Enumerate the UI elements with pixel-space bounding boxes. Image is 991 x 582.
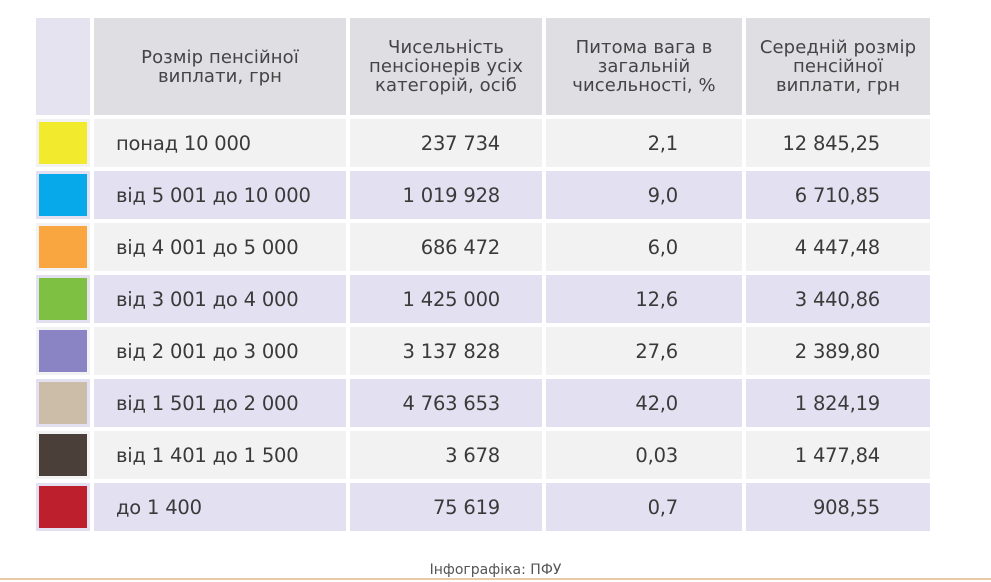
row-count: 3 137 828: [350, 327, 546, 379]
row-count: 237 734: [350, 119, 546, 171]
row-range: понад 10 000: [94, 119, 350, 171]
color-swatch: [39, 330, 87, 372]
row-avg: 1 824,19: [746, 379, 934, 431]
row-share: 0,7: [546, 483, 746, 535]
color-swatch: [39, 226, 87, 268]
row-range: від 1 401 до 1 500: [94, 431, 350, 483]
row-count: 4 763 653: [350, 379, 546, 431]
row-share: 0,03: [546, 431, 746, 483]
row-swatch-cell: [36, 431, 94, 483]
row-share: 12,6: [546, 275, 746, 327]
color-swatch: [39, 278, 87, 320]
row-swatch-cell: [36, 327, 94, 379]
color-swatch: [39, 122, 87, 164]
row-share: 42,0: [546, 379, 746, 431]
row-count: 686 472: [350, 223, 546, 275]
row-avg: 3 440,86: [746, 275, 934, 327]
color-swatch: [39, 382, 87, 424]
row-share: 2,1: [546, 119, 746, 171]
row-count: 1 425 000: [350, 275, 546, 327]
row-avg: 908,55: [746, 483, 934, 535]
row-swatch-cell: [36, 119, 94, 171]
row-count: 1 019 928: [350, 171, 546, 223]
row-range: від 5 001 до 10 000: [94, 171, 350, 223]
row-avg: 1 477,84: [746, 431, 934, 483]
pension-table: Розмір пенсійної виплати, грн Чисельніст…: [36, 18, 934, 535]
footer-divider: [0, 578, 991, 580]
row-avg: 2 389,80: [746, 327, 934, 379]
row-range: до 1 400: [94, 483, 350, 535]
header-avg: Середній розмір пенсійної виплати, грн: [746, 18, 934, 119]
row-count: 75 619: [350, 483, 546, 535]
row-avg: 4 447,48: [746, 223, 934, 275]
header-swatch-column: [36, 18, 94, 119]
color-swatch: [39, 486, 87, 528]
row-share: 9,0: [546, 171, 746, 223]
image-credit: Інфографіка: ПФУ: [0, 562, 991, 578]
row-avg: 12 845,25: [746, 119, 934, 171]
row-share: 27,6: [546, 327, 746, 379]
row-swatch-cell: [36, 483, 94, 535]
row-swatch-cell: [36, 171, 94, 223]
header-range: Розмір пенсійної виплати, грн: [94, 18, 350, 119]
credit-text: Інфографіка: ПФУ: [423, 562, 568, 578]
row-range: від 4 001 до 5 000: [94, 223, 350, 275]
color-swatch: [39, 434, 87, 476]
header-count: Чисельність пенсіонерів усіх категорій, …: [350, 18, 546, 119]
row-range: від 1 501 до 2 000: [94, 379, 350, 431]
row-swatch-cell: [36, 275, 94, 327]
row-avg: 6 710,85: [746, 171, 934, 223]
row-range: від 2 001 до 3 000: [94, 327, 350, 379]
color-swatch: [39, 174, 87, 216]
row-range: від 3 001 до 4 000: [94, 275, 350, 327]
footer: Інфографіка: ПФУ: [0, 560, 991, 582]
header-share: Питома вага в загальній чисельності, %: [546, 18, 746, 119]
row-swatch-cell: [36, 379, 94, 431]
row-share: 6,0: [546, 223, 746, 275]
row-count: 3 678: [350, 431, 546, 483]
row-swatch-cell: [36, 223, 94, 275]
